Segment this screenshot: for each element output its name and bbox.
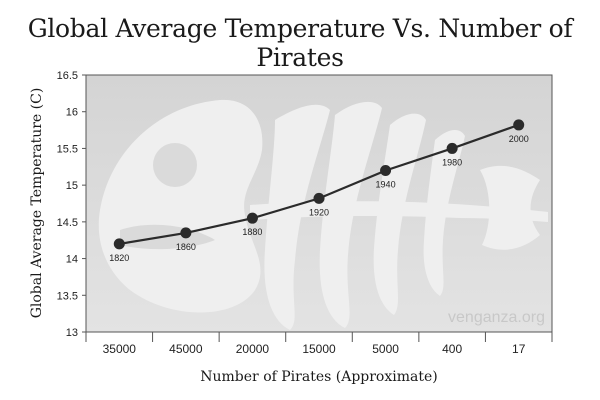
y-tick-label: 13	[66, 327, 78, 339]
data-label: 1820	[109, 253, 129, 263]
y-tick-label: 13.5	[57, 290, 78, 302]
plot-frame	[85, 74, 553, 333]
x-tick-label: 400	[442, 342, 462, 356]
data-label: 1920	[309, 207, 329, 217]
x-tick-label: 45000	[169, 342, 203, 356]
y-tick-label: 14	[66, 254, 78, 266]
data-point	[380, 164, 392, 176]
y-tick-label: 15.5	[57, 143, 78, 155]
data-label: 1860	[176, 242, 196, 252]
y-tick-label: 14.5	[57, 217, 78, 229]
x-axis: 35000 45000 20000 15000 5000 400 17	[85, 332, 553, 356]
watermark-text: venganza.org	[448, 309, 545, 326]
data-point	[113, 238, 125, 250]
y-tick-label: 15	[66, 180, 78, 192]
y-axis-label: Global Average Temperature (C)	[29, 88, 45, 319]
x-axis-label: Number of Pirates (Approximate)	[200, 369, 437, 385]
data-point	[180, 227, 192, 239]
y-tick-label: 16.5	[57, 70, 78, 82]
x-tick-label: 35000	[103, 342, 137, 356]
y-axis: 13 13.5 14 14.5 15 15.5 16 16.5	[57, 70, 86, 339]
y-tick-label: 16	[66, 107, 78, 119]
data-point	[513, 119, 525, 131]
data-label: 1880	[242, 227, 262, 237]
x-tick-label: 17	[512, 342, 526, 356]
data-label: 1940	[376, 179, 396, 189]
series-line-group: 1820 1860 1880 1920 1940 1980 2000	[109, 119, 529, 263]
data-point	[313, 192, 325, 204]
data-point	[246, 212, 258, 224]
x-tick-label: 20000	[236, 342, 270, 356]
data-point	[446, 142, 458, 154]
data-label: 2000	[509, 134, 529, 144]
x-tick-label: 15000	[302, 342, 336, 356]
x-tick-label: 5000	[372, 342, 399, 356]
data-label: 1980	[442, 157, 462, 167]
chart-title: Global Average Temperature Vs. Number of…	[27, 14, 573, 72]
